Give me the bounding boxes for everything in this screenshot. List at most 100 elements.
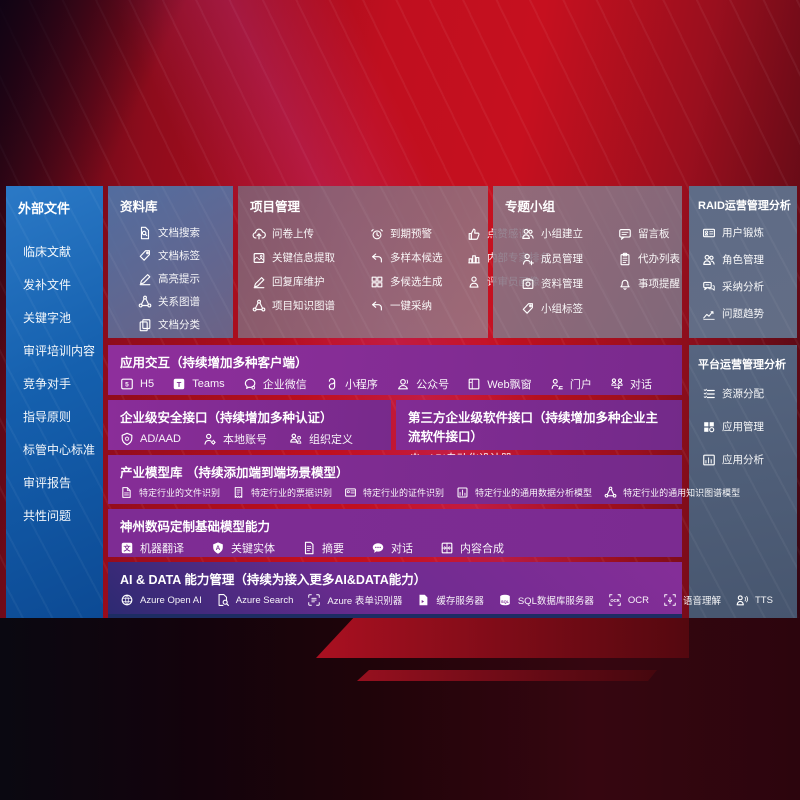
sidebar-item: 审评报告 — [23, 476, 72, 490]
idcard-icon — [702, 226, 716, 240]
doc-file-icon — [120, 486, 133, 499]
feature-item: 项目知识图谱 — [252, 298, 370, 313]
webwin-icon — [467, 377, 481, 391]
bell-icon — [618, 277, 632, 291]
feature-item: 文机器翻译 — [120, 540, 184, 556]
feature-item: 对话 — [610, 376, 652, 392]
feature-item: 5 H5 — [120, 377, 154, 391]
chart-app-icon — [702, 453, 716, 467]
tag-icon — [138, 249, 152, 263]
row-thirdparty-interface: 第三方企业级软件接口（持续增加多种企业主流软件接口） API自动化设计器 — [396, 400, 682, 465]
row-title: AI & DATA 能力管理（持续为接入更多AI&DATA能力） — [120, 573, 427, 587]
wechat-icon — [243, 377, 257, 391]
translate-icon: 文 — [120, 541, 134, 555]
feature-item: 缓存服务器 — [416, 593, 484, 607]
feature-item: 关系图谱 — [138, 294, 233, 309]
feature-item: 关键信息提取 — [252, 250, 370, 265]
svg-text:5: 5 — [125, 382, 129, 389]
data-model-icon — [456, 486, 469, 499]
grid-apps-icon — [702, 420, 716, 434]
tts-icon — [735, 593, 749, 607]
org-icon — [289, 432, 303, 446]
feature-item: 小组建立 — [521, 226, 618, 241]
feature-item: 采纳分析 — [702, 279, 797, 294]
docs-icon — [138, 318, 152, 332]
panel-title: 平台运营管理分析 — [698, 359, 786, 371]
panel-title: 外部文件 — [18, 201, 71, 216]
feature-item: 留言板 — [618, 226, 680, 241]
portal-icon — [550, 377, 564, 391]
feature-item: 门户 — [550, 376, 592, 392]
feature-item: A 关键实体 — [211, 540, 275, 556]
panel-title: 项目管理 — [250, 200, 301, 214]
feature-item: 特定行业的文件识别 — [120, 486, 220, 499]
feature-item: 回复库维护 — [252, 274, 370, 289]
sidebar-item: 关键字池 — [23, 311, 72, 325]
feature-item: 公众号 — [396, 376, 449, 392]
feature-item: 特定行业的票据识别 — [232, 486, 332, 499]
feature-item: 特定行业的通用数据分析模型 — [456, 486, 592, 499]
trend-icon — [702, 307, 716, 321]
svg-text:T: T — [177, 380, 182, 389]
feature-item: 多样本候选 — [370, 250, 467, 265]
miniapp-icon — [325, 377, 339, 391]
feature-item: 内容合成 — [440, 540, 504, 556]
doc-search-icon — [138, 226, 152, 240]
svg-text:文: 文 — [124, 544, 132, 553]
chat-dots-icon — [371, 541, 385, 555]
graph-icon — [252, 299, 266, 313]
feature-item: 特定行业的证件识别 — [344, 486, 444, 499]
feature-item: 小程序 — [325, 376, 378, 392]
panel-title: 资料库 — [120, 200, 158, 214]
feature-item: 资料管理 — [521, 276, 618, 291]
az-search-icon — [216, 593, 230, 607]
feature-item: 应用分析 — [702, 452, 797, 467]
sidebar-item: 竞争对手 — [23, 377, 72, 391]
feature-item: 语音理解 — [663, 593, 721, 607]
chat2-icon — [702, 280, 716, 294]
extract-icon — [252, 251, 266, 265]
feature-item: 代办列表 — [618, 251, 680, 266]
sql-icon: SQL — [498, 593, 512, 607]
tag-icon — [521, 302, 535, 316]
panel-external-files: 外部文件 临床文献 发补文件 关键字池 审评培训内容 竞争对手 指导原则 标管中心标准 审评报… — [6, 186, 103, 618]
feature-item: 角色管理 — [702, 252, 797, 267]
cert-icon — [344, 486, 357, 499]
speech-icon — [663, 593, 677, 607]
reply-icon — [370, 299, 384, 313]
row-title: 第三方企业级软件接口（持续增加多种企业主流软件接口） — [408, 411, 659, 444]
row-industry-models: 产业模型库 （持续添加端到端场景模型） 特定行业的文件识别 特定行业的票据识别 特定… — [108, 455, 740, 504]
feature-item: 问卷上传 — [252, 226, 370, 241]
people-icon — [521, 227, 535, 241]
cloud-up-icon — [252, 227, 266, 241]
feature-item: Azure Open AI — [120, 593, 202, 607]
sidebar-item: 指导原则 — [23, 410, 72, 424]
reply-icon — [370, 251, 384, 265]
user-gear-icon — [203, 432, 217, 446]
feature-item: 应用管理 — [702, 419, 797, 434]
sidebar-item: 标管中心标准 — [23, 443, 96, 457]
ocr-icon: OCR — [608, 593, 622, 607]
feature-item: 资源分配 — [702, 386, 797, 401]
background-red-bar — [357, 670, 657, 681]
feature-item: OCR OCR — [608, 593, 649, 607]
summary-icon — [302, 541, 316, 555]
feature-item: SQL SQL数据库服务器 — [498, 593, 594, 607]
feature-item: 文档分类 — [138, 317, 233, 332]
teams-icon: T — [172, 377, 186, 391]
feature-item: Azure Search — [216, 593, 293, 607]
graph-icon — [138, 295, 152, 309]
row-title: 应用交互（持续增加多种客户端） — [120, 356, 308, 370]
feature-item: 企业微信 — [243, 376, 307, 392]
feature-item: 到期预警 — [370, 226, 467, 241]
background-red-shape — [316, 618, 689, 658]
sidebar-item: 共性问题 — [23, 509, 72, 523]
rank-icon — [467, 251, 481, 265]
entity-icon: A — [211, 541, 225, 555]
dialog-icon — [610, 377, 624, 391]
bbs-icon — [618, 227, 632, 241]
feature-item: TTS — [735, 593, 773, 607]
feature-item: 多候选生成 — [370, 274, 467, 289]
feature-item: 摘要 — [302, 540, 344, 556]
photo-icon — [521, 277, 535, 291]
